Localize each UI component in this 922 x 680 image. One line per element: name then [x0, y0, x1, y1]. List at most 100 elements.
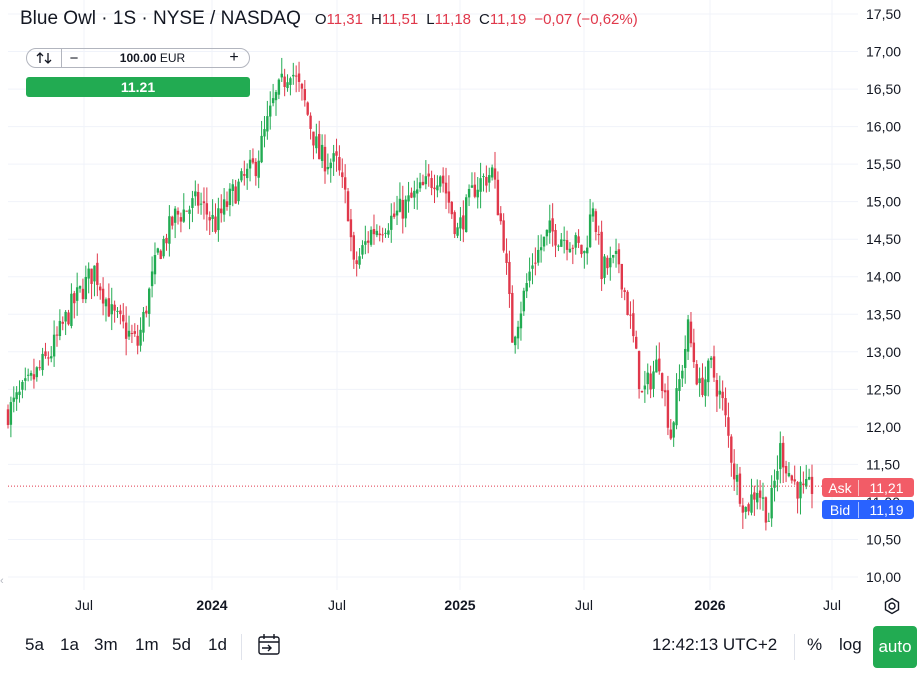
candle — [84, 265, 88, 304]
candle — [355, 251, 358, 277]
candle — [361, 240, 364, 259]
ohlc-open: O11,31 — [315, 11, 363, 28]
candle — [297, 61, 301, 92]
candle — [240, 168, 243, 183]
candle — [756, 479, 759, 510]
time-axis[interactable]: Jul 2024 Jul 2025 Jul 2026 Jul — [75, 597, 841, 613]
candle — [727, 402, 730, 448]
range-3m-button[interactable]: 3m — [94, 635, 118, 654]
symbol-title[interactable]: Blue Owl · 1S · NYSE / NASDAQ — [20, 8, 301, 29]
candle — [21, 379, 24, 399]
candle — [718, 375, 721, 409]
high-label: H — [370, 11, 382, 28]
candle — [384, 228, 387, 238]
price-tick-label: 14,00 — [866, 269, 901, 285]
candle — [404, 195, 407, 228]
close-value: 11,19 — [489, 11, 527, 28]
candle — [551, 203, 554, 247]
candle — [493, 151, 497, 189]
candle — [597, 225, 600, 245]
candle — [124, 306, 128, 356]
candle — [52, 320, 56, 367]
candle — [802, 471, 805, 494]
candle — [738, 466, 742, 507]
candle — [545, 229, 549, 246]
candle — [770, 475, 773, 527]
candle — [418, 172, 422, 192]
candle — [283, 68, 286, 97]
ohlc-high: H11,51 — [371, 11, 418, 28]
close-label: C — [479, 11, 490, 28]
candle — [176, 207, 180, 225]
clock-timezone[interactable]: 12:42:13 UTC+2 — [652, 635, 778, 654]
percent-scale-button[interactable]: % — [807, 635, 823, 654]
candle — [660, 372, 664, 399]
candle — [591, 202, 595, 222]
candle — [686, 314, 690, 360]
candle — [496, 171, 500, 216]
candle — [300, 82, 304, 101]
candle — [26, 368, 30, 382]
decrease-button[interactable]: − — [69, 49, 79, 67]
swap-arrows-icon[interactable] — [27, 49, 62, 67]
buy-button[interactable]: 11.21 — [26, 77, 250, 97]
scroll-left-icon[interactable]: ‹ — [0, 575, 4, 587]
candle — [649, 365, 652, 399]
candle — [231, 179, 234, 207]
candle — [194, 180, 197, 206]
candle — [116, 307, 119, 318]
candle — [196, 183, 200, 214]
quantity-field[interactable]: 100.00 EUR — [86, 51, 219, 65]
candle — [369, 226, 373, 247]
candle — [153, 242, 157, 285]
candle — [38, 360, 41, 371]
gear-icon[interactable] — [880, 594, 904, 618]
calendar-goto-icon[interactable] — [256, 632, 282, 658]
candle — [266, 100, 269, 140]
range-1y-button[interactable]: 1a — [60, 635, 79, 654]
candle — [678, 364, 681, 402]
candle — [525, 273, 528, 299]
time-tick-label: Jul — [328, 597, 346, 613]
candle — [326, 153, 330, 175]
log-scale-button[interactable]: log — [839, 635, 862, 654]
candle — [142, 307, 145, 342]
price-tick-label: 10,50 — [866, 531, 901, 547]
candle — [513, 335, 517, 354]
candle — [73, 290, 76, 319]
candle — [640, 390, 644, 393]
quantity-stepper[interactable]: − 100.00 EUR + — [26, 48, 250, 68]
low-value: 11,18 — [434, 11, 472, 28]
candle — [104, 297, 108, 322]
bid-price-tag: Bid 11,19 — [822, 500, 914, 519]
candle — [237, 178, 240, 205]
candle — [528, 257, 531, 288]
candle — [799, 466, 802, 515]
candle — [776, 455, 779, 492]
increase-button[interactable]: + — [229, 49, 239, 66]
candle — [99, 283, 102, 300]
candle — [168, 205, 171, 257]
candle — [421, 174, 425, 186]
range-5y-button[interactable]: 5a — [25, 635, 44, 654]
price-axis[interactable]: 10,0010,5011,0011,5012,0012,5013,0013,50… — [866, 6, 901, 585]
time-tick-label: 2024 — [196, 597, 227, 613]
quantity-unit: EUR — [159, 51, 186, 65]
range-1m-button[interactable]: 1m — [135, 635, 159, 654]
candle — [441, 167, 445, 193]
candle — [620, 263, 624, 298]
range-1d-button[interactable]: 1d — [208, 635, 227, 654]
candle — [182, 193, 185, 223]
candle — [208, 211, 211, 235]
candle — [251, 148, 255, 165]
candle — [75, 272, 79, 316]
candle — [127, 315, 131, 340]
auto-scale-button[interactable]: auto — [873, 626, 917, 668]
candle — [179, 212, 183, 233]
candle — [228, 183, 232, 217]
range-5d-button[interactable]: 5d — [172, 635, 191, 654]
candle — [436, 175, 439, 198]
ohlc-close: C11,19 — [479, 11, 526, 28]
candle — [113, 300, 116, 323]
candle — [277, 78, 281, 100]
